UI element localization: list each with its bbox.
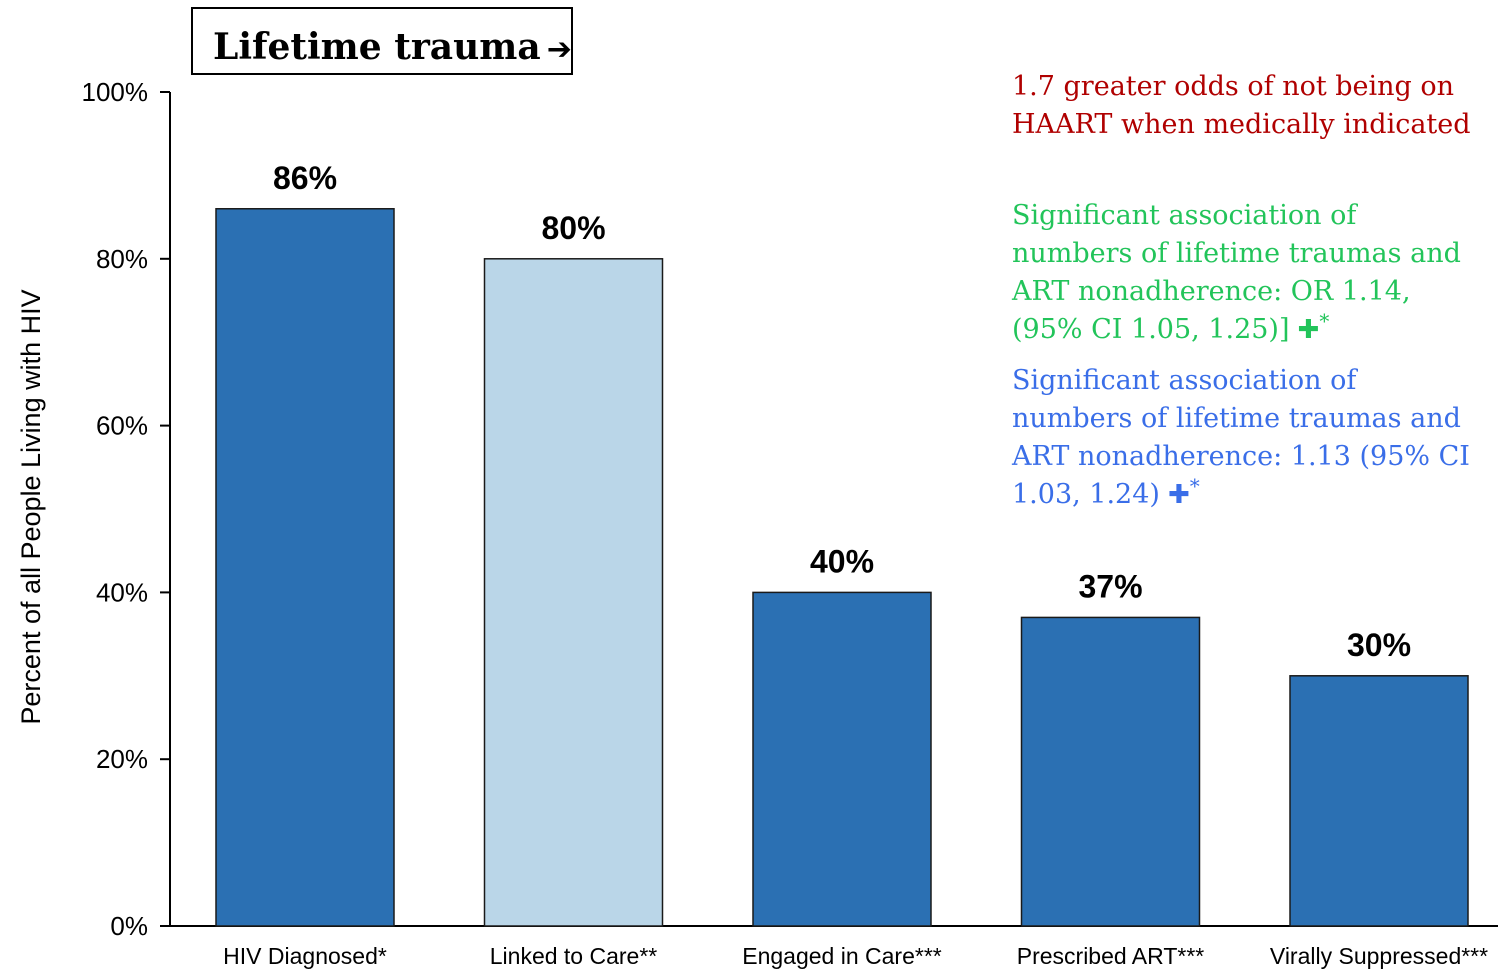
- y-tick-label: 40%: [96, 577, 148, 607]
- bar: [752, 591, 932, 927]
- note-ci-association: Significant association of numbers of li…: [1012, 362, 1472, 514]
- right-arrow-icon: ➔: [546, 32, 572, 67]
- category-label: Engaged in Care***: [742, 943, 942, 969]
- bar: [483, 258, 664, 927]
- y-tick-label: 100%: [82, 77, 149, 107]
- y-tick-label: 20%: [96, 744, 148, 774]
- category-label: HIV Diagnosed*: [223, 943, 387, 969]
- bar: [1289, 675, 1469, 927]
- y-tick-label: 60%: [96, 411, 148, 441]
- bar-value-label: 37%: [1078, 568, 1142, 604]
- category-label: Prescribed ART***: [1017, 943, 1205, 969]
- plus-icon: ✚: [1297, 315, 1320, 345]
- callout-text: Lifetime trauma: [213, 26, 541, 68]
- note-or-association: Significant association of numbers of li…: [1012, 197, 1472, 349]
- y-tick-label: 80%: [96, 244, 148, 274]
- note-text: Significant association of numbers of li…: [1012, 365, 1470, 510]
- bar-value-label: 86%: [273, 160, 337, 196]
- bar: [1020, 616, 1201, 927]
- lifetime-trauma-callout-box: [191, 7, 573, 75]
- asterisk: *: [1319, 309, 1330, 333]
- y-tick-label: 0%: [110, 911, 148, 941]
- lifetime-trauma-callout: Lifetime trauma ➔: [213, 22, 573, 75]
- bar-value-label: 30%: [1347, 627, 1411, 663]
- bar-value-label: 80%: [541, 210, 605, 246]
- asterisk: *: [1189, 474, 1200, 498]
- category-label: Linked to Care**: [490, 943, 658, 969]
- category-label: Virally Suppressed***: [1270, 943, 1488, 969]
- plus-icon: ✚: [1167, 480, 1190, 510]
- note-haart-odds: 1.7 greater odds of not being on HAART w…: [1012, 68, 1472, 144]
- bar-value-label: 40%: [810, 543, 874, 579]
- y-axis-title: Percent of all People Living with HIV: [16, 289, 46, 724]
- note-text: 1.7 greater odds of not being on HAART w…: [1012, 71, 1471, 140]
- bars: 86% 80% 40% 37% 30%: [215, 160, 1469, 927]
- category-labels: HIV Diagnosed* Linked to Care** Engaged in…: [223, 943, 1488, 969]
- bar: [215, 208, 395, 927]
- note-text: Significant association of numbers of li…: [1012, 200, 1461, 345]
